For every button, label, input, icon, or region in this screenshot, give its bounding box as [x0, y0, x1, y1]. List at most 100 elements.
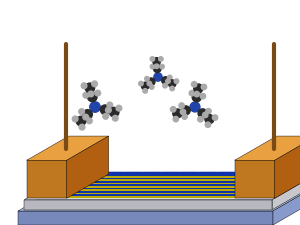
Circle shape: [180, 109, 186, 115]
Polygon shape: [275, 136, 300, 198]
Polygon shape: [94, 179, 262, 183]
Polygon shape: [100, 174, 269, 175]
Circle shape: [198, 109, 207, 118]
Polygon shape: [24, 172, 300, 200]
Polygon shape: [79, 187, 247, 191]
Circle shape: [90, 102, 100, 112]
Circle shape: [194, 91, 200, 97]
Circle shape: [81, 83, 87, 89]
Circle shape: [206, 108, 211, 114]
Circle shape: [200, 93, 206, 99]
Polygon shape: [27, 136, 109, 160]
Circle shape: [205, 115, 214, 124]
Circle shape: [190, 102, 200, 112]
Polygon shape: [18, 181, 300, 211]
Circle shape: [170, 86, 175, 91]
Polygon shape: [91, 180, 259, 184]
Circle shape: [83, 110, 92, 119]
Polygon shape: [76, 188, 246, 189]
Circle shape: [169, 80, 176, 87]
Polygon shape: [82, 184, 252, 185]
Polygon shape: [18, 211, 273, 225]
Polygon shape: [247, 186, 249, 191]
Polygon shape: [259, 179, 260, 184]
Polygon shape: [270, 173, 272, 178]
Polygon shape: [85, 184, 253, 188]
Circle shape: [153, 58, 160, 65]
Polygon shape: [76, 189, 244, 193]
Circle shape: [79, 109, 84, 115]
Circle shape: [141, 82, 149, 90]
Circle shape: [106, 107, 111, 113]
Circle shape: [170, 107, 176, 112]
Polygon shape: [97, 177, 265, 181]
Polygon shape: [67, 136, 109, 198]
Circle shape: [95, 90, 100, 96]
Polygon shape: [235, 160, 275, 198]
Polygon shape: [242, 189, 243, 194]
Polygon shape: [253, 183, 255, 188]
Polygon shape: [27, 160, 67, 198]
Polygon shape: [88, 181, 257, 182]
Circle shape: [112, 115, 118, 121]
Polygon shape: [91, 179, 260, 180]
Circle shape: [72, 116, 78, 122]
Circle shape: [194, 84, 203, 93]
Polygon shape: [74, 190, 242, 194]
Polygon shape: [70, 192, 239, 196]
Circle shape: [160, 64, 164, 69]
Circle shape: [212, 115, 218, 120]
Circle shape: [191, 82, 197, 87]
Polygon shape: [70, 191, 240, 192]
Circle shape: [173, 109, 182, 118]
Polygon shape: [250, 184, 252, 189]
Circle shape: [86, 118, 92, 124]
Circle shape: [100, 105, 110, 115]
Circle shape: [83, 114, 88, 120]
Circle shape: [192, 93, 201, 102]
Circle shape: [154, 65, 161, 72]
Circle shape: [145, 76, 149, 81]
Circle shape: [154, 64, 159, 68]
Polygon shape: [236, 193, 237, 198]
Circle shape: [166, 79, 170, 83]
Polygon shape: [244, 188, 246, 193]
Polygon shape: [262, 178, 263, 183]
Circle shape: [85, 83, 94, 92]
Polygon shape: [105, 172, 273, 176]
Circle shape: [154, 73, 162, 81]
Circle shape: [163, 83, 167, 88]
Polygon shape: [256, 181, 257, 186]
Circle shape: [103, 113, 109, 119]
Circle shape: [76, 116, 86, 126]
Circle shape: [116, 105, 122, 111]
Circle shape: [83, 92, 89, 98]
Circle shape: [92, 81, 98, 87]
Circle shape: [162, 77, 169, 84]
Polygon shape: [268, 174, 269, 179]
Polygon shape: [24, 200, 272, 210]
Circle shape: [159, 57, 163, 61]
Polygon shape: [235, 136, 300, 160]
Circle shape: [189, 90, 195, 96]
Polygon shape: [272, 172, 300, 210]
Circle shape: [147, 81, 152, 86]
Polygon shape: [94, 178, 263, 179]
Circle shape: [167, 75, 172, 80]
Polygon shape: [100, 175, 268, 179]
Circle shape: [139, 81, 143, 86]
Circle shape: [201, 84, 207, 90]
Circle shape: [143, 89, 147, 93]
Polygon shape: [79, 186, 249, 187]
Polygon shape: [265, 176, 266, 181]
Circle shape: [202, 112, 208, 118]
Polygon shape: [88, 182, 256, 186]
Circle shape: [173, 116, 178, 122]
Circle shape: [149, 85, 154, 89]
Circle shape: [150, 57, 155, 61]
Circle shape: [88, 92, 97, 102]
Polygon shape: [102, 173, 272, 174]
Circle shape: [205, 122, 211, 127]
Circle shape: [79, 124, 85, 130]
Circle shape: [88, 91, 94, 97]
